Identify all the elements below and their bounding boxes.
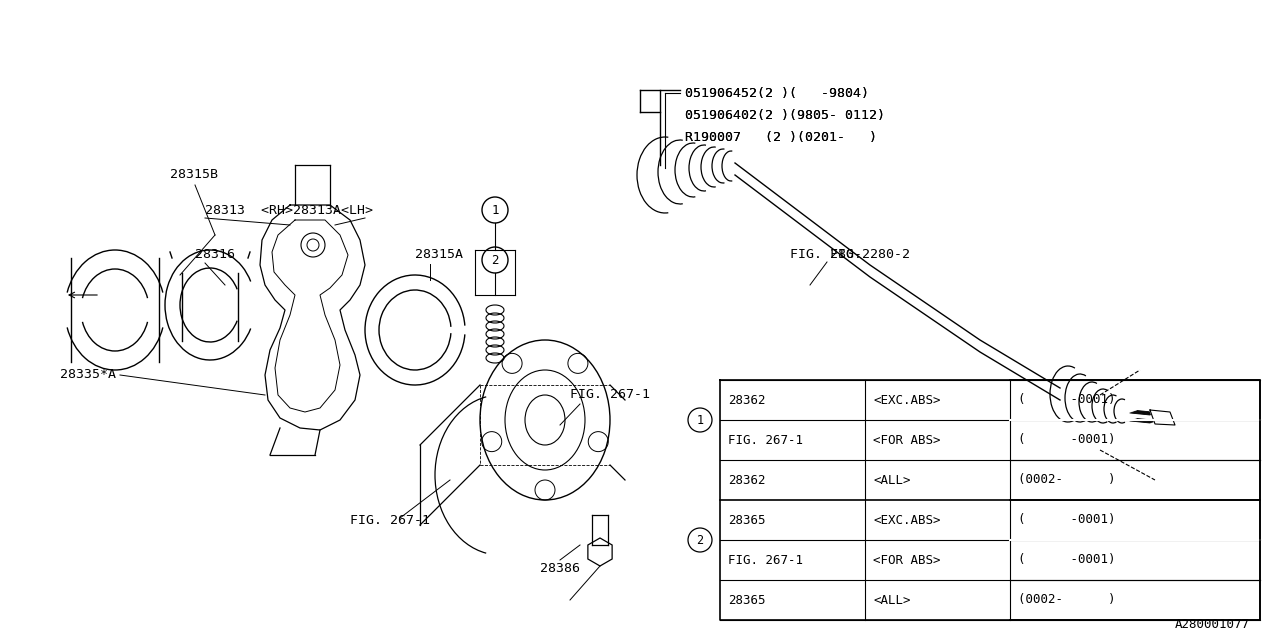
Text: 051906452(2 )(   -9804): 051906452(2 )( -9804): [685, 86, 869, 99]
Text: 28365: 28365: [728, 513, 765, 527]
Text: 2: 2: [492, 253, 499, 266]
Text: 28315A: 28315A: [415, 248, 463, 262]
Text: A280001077: A280001077: [1175, 618, 1251, 632]
Text: FIG. 280-2: FIG. 280-2: [790, 248, 870, 262]
Text: 28362: 28362: [728, 474, 765, 486]
Text: R190007   (2 )(0201-   ): R190007 (2 )(0201- ): [685, 131, 877, 143]
Text: 28365: 28365: [728, 593, 765, 607]
Text: (0002-      ): (0002- ): [1018, 593, 1115, 607]
Text: 28316: 28316: [195, 248, 236, 262]
Text: (      -0001): ( -0001): [1018, 554, 1115, 566]
Text: FIG. 267-1: FIG. 267-1: [728, 433, 803, 447]
Text: FIG. 267-1: FIG. 267-1: [728, 554, 803, 566]
Text: (      -0001): ( -0001): [1018, 433, 1115, 447]
Text: (      -0001): ( -0001): [1018, 394, 1115, 406]
Text: 28362: 28362: [728, 394, 765, 406]
Text: (      -0001): ( -0001): [1018, 513, 1115, 527]
Text: FIG. 267-1: FIG. 267-1: [349, 513, 430, 527]
Text: 051906402(2 )(9805- 0112): 051906402(2 )(9805- 0112): [685, 109, 884, 122]
Text: 28313  <RH>28313A<LH>: 28313 <RH>28313A<LH>: [205, 204, 372, 216]
Text: 28315B: 28315B: [170, 168, 218, 182]
Polygon shape: [1149, 410, 1175, 425]
Text: <FOR ABS>: <FOR ABS>: [873, 554, 941, 566]
Text: 1: 1: [492, 204, 499, 216]
Text: 28386: 28386: [540, 561, 580, 575]
Text: 051906402(2 )(9805- 0112): 051906402(2 )(9805- 0112): [685, 109, 884, 122]
Text: <ALL>: <ALL>: [873, 593, 910, 607]
Text: <ALL>: <ALL>: [873, 474, 910, 486]
Text: FIG. 280-2: FIG. 280-2: [829, 248, 910, 262]
Text: 2: 2: [696, 534, 704, 547]
Text: <EXC.ABS>: <EXC.ABS>: [873, 513, 941, 527]
Text: 1: 1: [696, 413, 704, 426]
Text: FIG. 267-1: FIG. 267-1: [570, 388, 650, 401]
Text: R190007   (2 )(0201-   ): R190007 (2 )(0201- ): [685, 131, 877, 143]
Text: <FOR ABS>: <FOR ABS>: [873, 433, 941, 447]
Text: 28335*A: 28335*A: [60, 369, 116, 381]
Text: (0002-      ): (0002- ): [1018, 474, 1115, 486]
Text: 051906452(2 )(   -9804): 051906452(2 )( -9804): [685, 86, 869, 99]
Text: <EXC.ABS>: <EXC.ABS>: [873, 394, 941, 406]
